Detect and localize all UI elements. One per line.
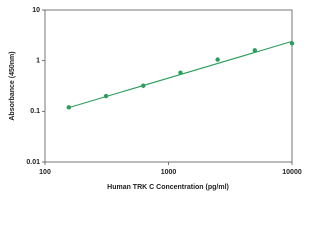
- x-tick-label: 100: [39, 169, 51, 176]
- fit-line: [66, 40, 293, 109]
- data-point: [66, 105, 72, 110]
- x-tick-label: 1000: [161, 169, 177, 176]
- data-point: [141, 83, 146, 88]
- data-point: [289, 41, 295, 46]
- y-tick-label: 0.01: [26, 159, 40, 166]
- x-axis-title: Human TRK C Concentration (pg/ml): [107, 184, 229, 191]
- y-tick-label: 10: [32, 7, 40, 14]
- plot-frame: [44, 9, 293, 163]
- data-point: [103, 93, 109, 99]
- data-point: [178, 70, 183, 75]
- data-point: [215, 57, 220, 62]
- chart: Human TRK C Concentration (pg/ml) Absorb…: [9, 7, 302, 191]
- x-tick-label: 10000: [282, 169, 302, 176]
- y-axis-title: Absorbance (450nm): [9, 51, 16, 120]
- y-tick-label: 1: [36, 58, 40, 65]
- data-point: [252, 48, 258, 53]
- y-tick-label: 0.1: [30, 108, 40, 115]
